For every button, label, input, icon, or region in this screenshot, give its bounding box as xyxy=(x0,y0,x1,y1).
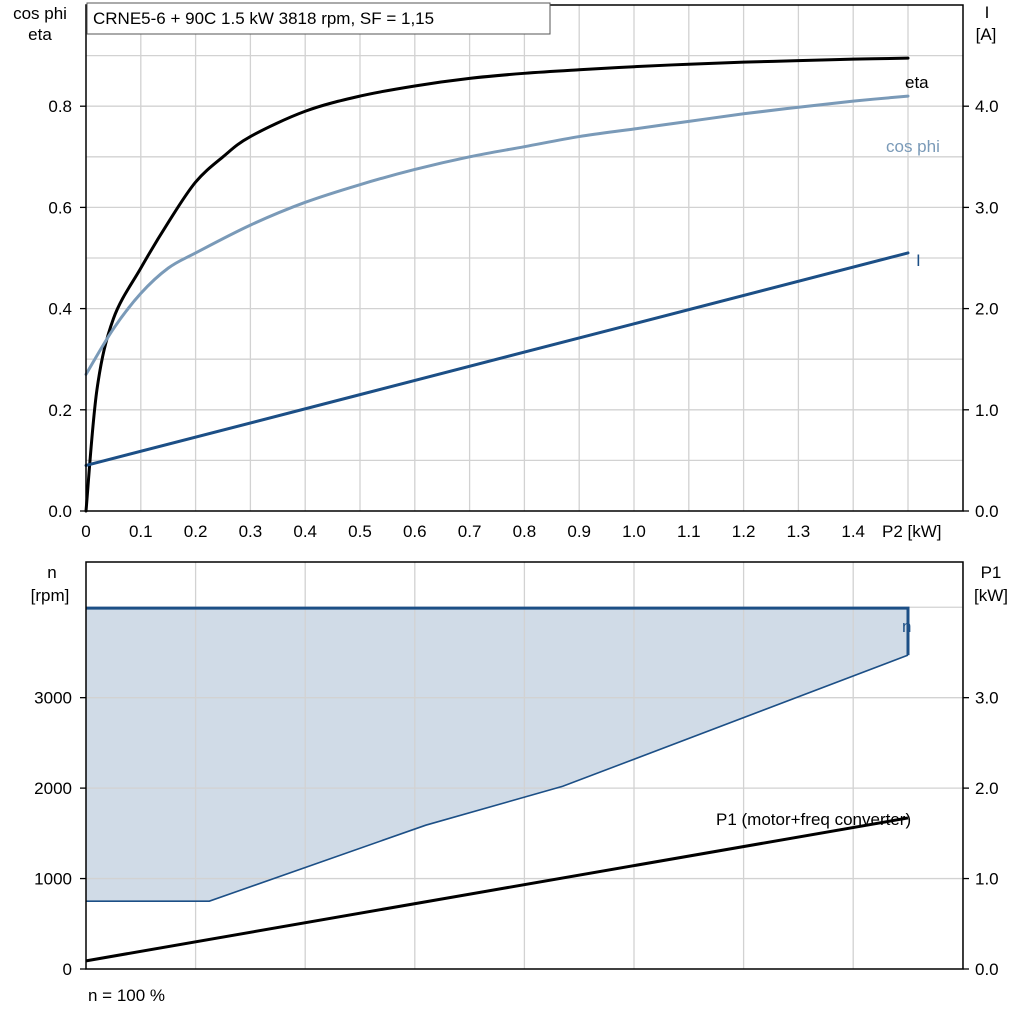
series-line-i xyxy=(84,251,910,467)
top-x-tick-label: 0.2 xyxy=(184,522,208,541)
bottom-left-axis-label-rpm: [rpm] xyxy=(31,586,70,605)
bottom-left-tick-label: 1000 xyxy=(34,870,72,889)
top-x-tick-label: 0.4 xyxy=(293,522,317,541)
top-right-tick-label: 1.0 xyxy=(975,401,999,420)
bottom-right-tick-label: 0.0 xyxy=(975,960,999,979)
bottom-chart: 0 1000 2000 3000 0.0 1.0 2.0 3.0 n [rpm] P1 [k… xyxy=(31,561,1008,1005)
series-label-i: I xyxy=(916,251,921,270)
bottom-right-tick-label: 2.0 xyxy=(975,779,999,798)
top-left-tick-label: 0.6 xyxy=(48,198,72,217)
speed-max-line xyxy=(86,606,910,656)
top-x-tick-label: 0 xyxy=(81,522,90,541)
top-x-tick-label: 1.4 xyxy=(841,522,865,541)
series-line-p1 xyxy=(85,816,909,963)
series-label-p1: P1 (motor+freq converter) xyxy=(716,810,911,829)
top-right-tick-label: 0.0 xyxy=(975,502,999,521)
series-line-eta xyxy=(84,56,910,513)
top-left-tick-label: 0.4 xyxy=(48,300,72,319)
top-x-tick-label: 0.3 xyxy=(239,522,263,541)
bottom-right-tick-label: 1.0 xyxy=(975,870,999,889)
chart-title-box xyxy=(86,2,551,35)
left-axis-label-eta: eta xyxy=(28,25,52,44)
speed-range-area xyxy=(86,608,908,902)
top-right-tick-label: 2.0 xyxy=(975,300,999,319)
series-label-n: n xyxy=(902,617,911,636)
series-label-cosphi: cos phi xyxy=(886,137,940,156)
bottom-left-tick-label: 2000 xyxy=(34,779,72,798)
top-right-tick-label: 4.0 xyxy=(975,97,999,116)
speed-min-line xyxy=(86,654,909,902)
bottom-right-tick-labels: 0.0 1.0 2.0 3.0 xyxy=(963,689,999,979)
top-chart-series xyxy=(84,56,910,513)
top-x-tick-label: 0.1 xyxy=(129,522,153,541)
top-left-tick-label: 0.0 xyxy=(48,502,72,521)
series-line-cos-phi xyxy=(84,94,910,376)
top-x-tick-label: 0.8 xyxy=(513,522,537,541)
top-x-tick-label: 1.1 xyxy=(677,522,701,541)
speed-footer-label: n = 100 % xyxy=(88,986,165,1005)
top-chart: 0 0.1 0.2 0.3 0.4 0.5 0.6 0.7 0.8 0.9 1.0 1.1 1.2 1.3… xyxy=(13,2,999,541)
right-axis-label-unit-a: [A] xyxy=(976,25,997,44)
top-x-tick-label: 0.9 xyxy=(567,522,591,541)
top-chart-grid xyxy=(86,5,963,511)
bottom-plot-frame xyxy=(85,561,964,970)
bottom-chart-series xyxy=(85,606,910,963)
top-x-tick-label: 0.6 xyxy=(403,522,427,541)
bottom-left-tick-labels: 0 1000 2000 3000 xyxy=(34,689,86,979)
top-left-tick-labels: 0.0 0.2 0.4 0.6 0.8 xyxy=(48,97,86,521)
speed-range-fill xyxy=(86,608,908,902)
bottom-left-tick-label: 3000 xyxy=(34,689,72,708)
top-x-tick-label: 1.0 xyxy=(622,522,646,541)
top-left-tick-label: 0.8 xyxy=(48,97,72,116)
bottom-left-tick-label: 0 xyxy=(63,960,72,979)
bottom-right-tick-label: 3.0 xyxy=(975,689,999,708)
chart-title: CRNE5-6 + 90C 1.5 kW 3818 rpm, SF = 1,15 xyxy=(93,9,434,28)
bottom-right-axis-label-kw: [kW] xyxy=(974,586,1008,605)
top-right-tick-labels: 0.0 1.0 2.0 3.0 4.0 xyxy=(963,97,999,521)
right-axis-label-i: I xyxy=(985,3,990,22)
top-x-tick-label: 0.7 xyxy=(458,522,482,541)
top-x-tick-label: 1.3 xyxy=(787,522,811,541)
top-right-tick-label: 3.0 xyxy=(975,198,999,217)
x-axis-label: P2 [kW] xyxy=(882,522,942,541)
top-x-tick-labels: 0 0.1 0.2 0.3 0.4 0.5 0.6 0.7 0.8 0.9 1.0 1.1 1.2 1.3… xyxy=(81,522,865,541)
bottom-right-axis-label-p1: P1 xyxy=(981,563,1002,582)
series-label-eta: eta xyxy=(905,73,929,92)
bottom-left-axis-label-n: n xyxy=(47,563,56,582)
top-left-tick-label: 0.2 xyxy=(48,401,72,420)
left-axis-label-cosphi: cos phi xyxy=(13,4,67,23)
top-x-tick-label: 1.2 xyxy=(732,522,756,541)
top-x-tick-label: 0.5 xyxy=(348,522,372,541)
